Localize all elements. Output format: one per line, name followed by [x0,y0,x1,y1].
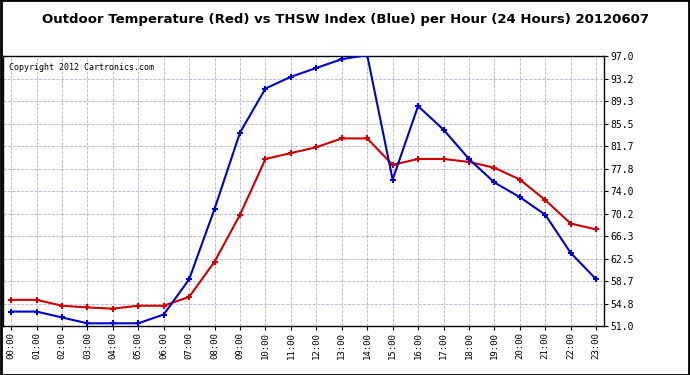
Text: Copyright 2012 Cartronics.com: Copyright 2012 Cartronics.com [10,63,155,72]
Text: Outdoor Temperature (Red) vs THSW Index (Blue) per Hour (24 Hours) 20120607: Outdoor Temperature (Red) vs THSW Index … [41,13,649,26]
